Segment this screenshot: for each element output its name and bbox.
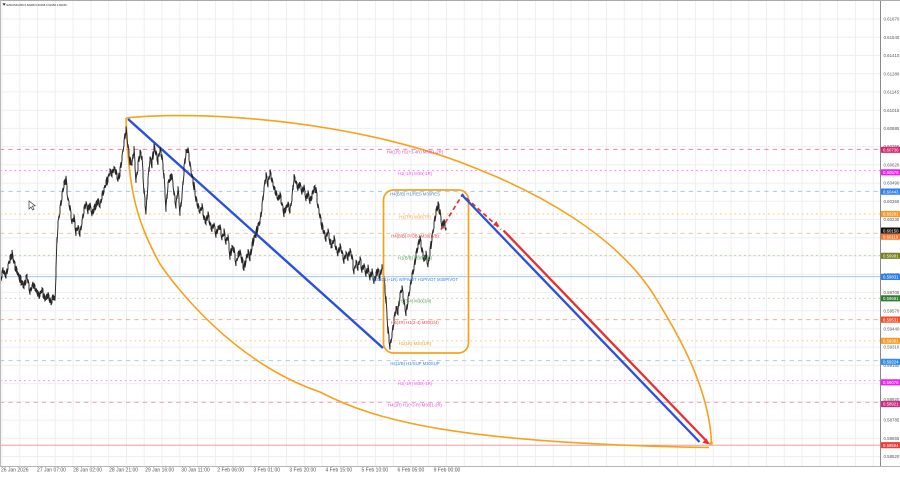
svg-text:0.60230: 0.60230	[884, 217, 900, 222]
svg-text:0.58785: 0.58785	[884, 418, 900, 423]
svg-text:H4(2/B) H1/SUP M30SUP: H4(2/B) H1/SUP M30SUP	[390, 361, 439, 366]
svg-text:0.59078: 0.59078	[883, 380, 899, 385]
svg-text:0.58594: 0.58594	[883, 443, 899, 448]
svg-text:H4(B/B) H1/RES M30RES: H4(B/B) H1/RES M30RES	[390, 192, 440, 197]
svg-text:0.60736: 0.60736	[883, 148, 899, 153]
svg-text:0.59981: 0.59981	[883, 254, 899, 259]
svg-text:0.59440: 0.59440	[884, 327, 900, 332]
svg-text:0.59831: 0.59831	[883, 275, 899, 280]
svg-text:H1(3-4) M30(3/4): H1(3-4) M30(3/4)	[399, 299, 432, 304]
svg-text:0.60620: 0.60620	[884, 162, 900, 167]
svg-text:2 Feb 06:00: 2 Feb 06:00	[217, 467, 244, 473]
svg-text:0.61410: 0.61410	[884, 53, 900, 58]
svg-text:6 Feb 05:00: 6 Feb 05:00	[398, 467, 425, 473]
svg-text:0.61280: 0.61280	[884, 71, 900, 76]
svg-text:9 Feb 00:00: 9 Feb 00:00	[434, 467, 461, 473]
svg-text:0.59381: 0.59381	[883, 339, 899, 344]
svg-text:M30 D1(+1R) W/PIVOT H1PIVOT M3: M30 D1(+1R) W/PIVOT H1PIVOT M30PIVOT	[372, 277, 459, 282]
svg-text:H1(-1R) M30(-1R): H1(-1R) M30(-1R)	[398, 381, 433, 386]
svg-text:H1(TR) M30(TR): H1(TR) M30(TR)	[399, 214, 431, 219]
svg-text:0.59570: 0.59570	[884, 308, 900, 313]
svg-text:0.61145: 0.61145	[884, 90, 900, 95]
svg-text:0.61015: 0.61015	[884, 108, 900, 113]
svg-text:0.60150: 0.60150	[883, 228, 899, 233]
svg-text:H1(-1R) M30(-1R): H1(-1R) M30(-1R)	[398, 171, 433, 176]
svg-text:0.60281: 0.60281	[883, 212, 899, 217]
svg-text:0.60885: 0.60885	[884, 126, 900, 131]
svg-text:30 Jan 11:00: 30 Jan 11:00	[181, 467, 210, 473]
svg-text:5 Feb 10:00: 5 Feb 10:00	[362, 467, 389, 473]
svg-text:H4(1R) H1(+3-4R) M30(1-2R): H4(1R) H1(+3-4R) M30(1-2R)	[387, 150, 444, 155]
svg-text:28 Jan 21:00: 28 Jan 21:00	[109, 467, 138, 473]
svg-text:26 Jan 2026: 26 Jan 2026	[1, 467, 29, 473]
svg-text:0.60443: 0.60443	[883, 189, 899, 194]
svg-text:3 Feb 20:00: 3 Feb 20:00	[289, 467, 316, 473]
svg-text:27 Jan 07:00: 27 Jan 07:00	[37, 467, 66, 473]
svg-text:0.59531: 0.59531	[883, 317, 899, 322]
svg-text:0.60490: 0.60490	[884, 181, 900, 186]
svg-text:4 Feb 15:00: 4 Feb 15:00	[325, 467, 352, 473]
svg-text:H1(1R) M30(1/R): H1(1R) M30(1/R)	[399, 341, 432, 346]
svg-text:0.61670: 0.61670	[884, 17, 900, 22]
svg-text:NZDUSD,M30 0.60208 0.60208 0.: NZDUSD,M30 0.60208 0.60208 0.60150 0.601…	[6, 3, 67, 7]
svg-text:H4(4R) H1(2-4) M30(2/4): H4(4R) H1(2-4) M30(2/4)	[391, 320, 439, 325]
svg-text:0.60360: 0.60360	[884, 199, 900, 204]
svg-text:0.59310: 0.59310	[884, 345, 900, 350]
svg-text:0.59681: 0.59681	[883, 296, 899, 301]
svg-text:0.60110: 0.60110	[883, 234, 899, 239]
svg-text:0.59224: 0.59224	[883, 360, 899, 365]
svg-text:0.58655: 0.58655	[884, 436, 900, 441]
svg-text:3 Feb 01:00: 3 Feb 01:00	[253, 467, 280, 473]
svg-text:0.59180: 0.59180	[884, 363, 900, 368]
svg-text:0.58920: 0.58920	[884, 397, 900, 402]
svg-text:0.60578: 0.60578	[883, 170, 899, 175]
svg-text:0.61540: 0.61540	[884, 35, 900, 40]
svg-text:29 Jan 16:00: 29 Jan 16:00	[145, 467, 174, 473]
svg-text:0.58921: 0.58921	[883, 402, 899, 407]
svg-text:H1(B/B) M30(B/B): H1(B/B) M30(B/B)	[398, 256, 433, 261]
svg-text:H4(B/B) P/OBJ M30(B/B): H4(B/B) P/OBJ M30(B/B)	[391, 234, 439, 239]
svg-text:0.59705: 0.59705	[884, 290, 900, 295]
svg-text:28 Jan 02:00: 28 Jan 02:00	[73, 467, 102, 473]
svg-text:0.58520: 0.58520	[884, 454, 900, 459]
svg-text:H4(1R) H1(+2-R) M30(1-2R): H4(1R) H1(+2-R) M30(1-2R)	[388, 403, 443, 408]
